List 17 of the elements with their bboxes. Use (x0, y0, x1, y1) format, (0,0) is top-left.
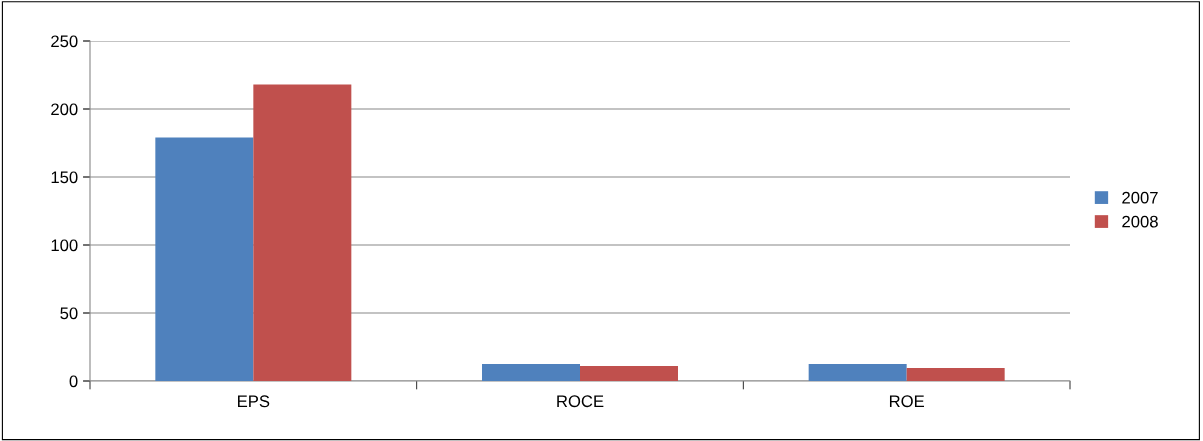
y-tick-label: 250 (51, 35, 78, 48)
legend-label: 2008 (1122, 215, 1158, 228)
bar (155, 137, 254, 381)
bar (482, 364, 580, 381)
y-tick-label: 150 (51, 171, 78, 184)
legend-label: 2007 (1122, 191, 1158, 204)
x-tick-label: ROE (889, 395, 925, 408)
bar (253, 84, 352, 381)
bar (906, 368, 1005, 381)
y-tick-label: 100 (51, 239, 78, 252)
bar (580, 366, 678, 381)
y-tick-label: 50 (60, 307, 78, 320)
y-tick-label: 0 (69, 375, 78, 388)
y-tick-label: 200 (51, 103, 78, 116)
x-tick-label: ROCE (557, 395, 604, 408)
x-tick-label: EPS (238, 395, 270, 408)
bar (808, 364, 907, 381)
